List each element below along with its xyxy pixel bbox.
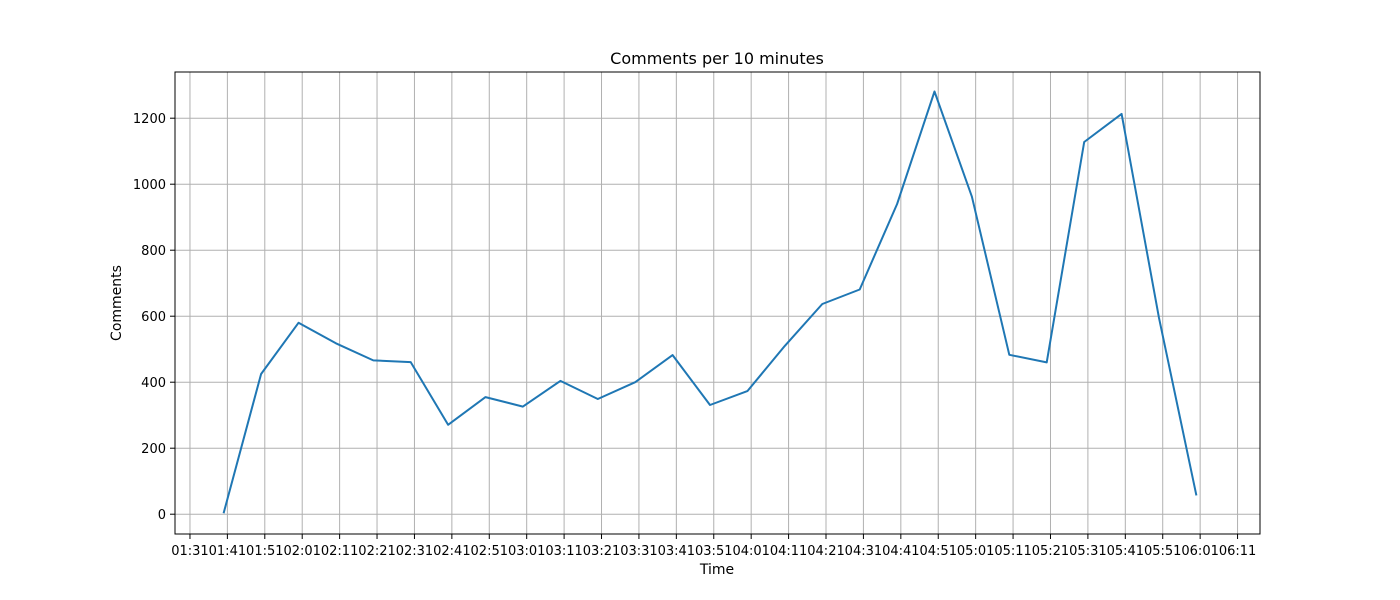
data-point xyxy=(596,397,600,401)
x-tick-label: 05:11 xyxy=(994,544,1031,559)
data-point xyxy=(334,341,338,345)
data-point xyxy=(222,511,226,515)
data-point xyxy=(558,379,562,383)
x-tick-label: 03:11 xyxy=(545,544,582,559)
x-tick-label: 06:11 xyxy=(1219,544,1256,559)
x-tick-label: 05:31 xyxy=(1069,544,1106,559)
x-tick-label: 04:31 xyxy=(845,544,882,559)
x-tick-label: 04:51 xyxy=(920,544,957,559)
data-point xyxy=(296,321,300,325)
data-point xyxy=(1045,360,1049,364)
x-tick-label: 05:41 xyxy=(1107,544,1144,559)
data-point xyxy=(1007,353,1011,357)
data-point xyxy=(446,423,450,427)
tick-layer: 01:31 01:41 01:51 02:01 02:11 02:21 02:31 02:41… xyxy=(133,112,1256,559)
series-layer xyxy=(222,89,1198,515)
x-tick-label: 04:01 xyxy=(732,544,769,559)
data-point xyxy=(371,358,375,362)
x-tick-label: 03:41 xyxy=(658,544,695,559)
x-tick-label: 01:41 xyxy=(209,544,246,559)
x-tick-label: 04:41 xyxy=(882,544,919,559)
x-tick-label: 03:51 xyxy=(695,544,732,559)
data-point xyxy=(633,380,637,384)
x-tick-label: 06:01 xyxy=(1181,544,1218,559)
y-tick-label: 1200 xyxy=(133,112,166,127)
x-tick-label: 02:21 xyxy=(358,544,395,559)
data-point xyxy=(1120,112,1124,116)
x-tick-label: 03:21 xyxy=(583,544,620,559)
data-point xyxy=(1082,140,1086,144)
x-tick-label: 02:31 xyxy=(396,544,433,559)
x-tick-label: 03:01 xyxy=(508,544,545,559)
y-tick-label: 200 xyxy=(141,442,166,457)
plot-frame xyxy=(174,71,1261,535)
data-point xyxy=(858,287,862,291)
x-tick-label: 01:51 xyxy=(246,544,283,559)
chart-title: Comments per 10 minutes xyxy=(610,49,824,68)
y-axis-label: Comments xyxy=(109,265,125,341)
y-tick-label: 800 xyxy=(141,244,166,259)
data-point xyxy=(783,344,787,348)
x-tick-label: 05:51 xyxy=(1144,544,1181,559)
data-point xyxy=(895,202,899,206)
data-point xyxy=(259,372,263,376)
data-point xyxy=(1157,316,1161,320)
y-tick-label: 1000 xyxy=(133,178,166,193)
x-tick-label: 04:11 xyxy=(770,544,807,559)
x-tick-label: 03:31 xyxy=(620,544,657,559)
data-point xyxy=(970,195,974,199)
x-tick-label: 01:31 xyxy=(171,544,208,559)
data-point xyxy=(820,302,824,306)
data-point xyxy=(671,353,675,357)
x-tick-label: 05:01 xyxy=(957,544,994,559)
series-line-comments xyxy=(222,90,1198,514)
data-point xyxy=(1194,493,1198,497)
y-tick-label: 600 xyxy=(141,310,166,325)
data-point xyxy=(521,405,525,409)
x-axis-label: Time xyxy=(699,562,734,578)
data-point xyxy=(484,395,488,399)
y-tick-label: 400 xyxy=(141,376,166,391)
data-point xyxy=(409,360,413,364)
x-tick-label: 02:01 xyxy=(283,544,320,559)
data-point xyxy=(745,389,749,393)
data-point xyxy=(708,403,712,407)
data-point xyxy=(933,89,937,93)
x-tick-label: 02:51 xyxy=(471,544,508,559)
x-tick-label: 04:21 xyxy=(807,544,844,559)
grid-layer xyxy=(175,72,1260,534)
x-tick-label: 02:41 xyxy=(433,544,470,559)
y-tick-label: 0 xyxy=(158,508,166,523)
x-tick-label: 02:11 xyxy=(321,544,358,559)
x-tick-label: 05:21 xyxy=(1032,544,1069,559)
